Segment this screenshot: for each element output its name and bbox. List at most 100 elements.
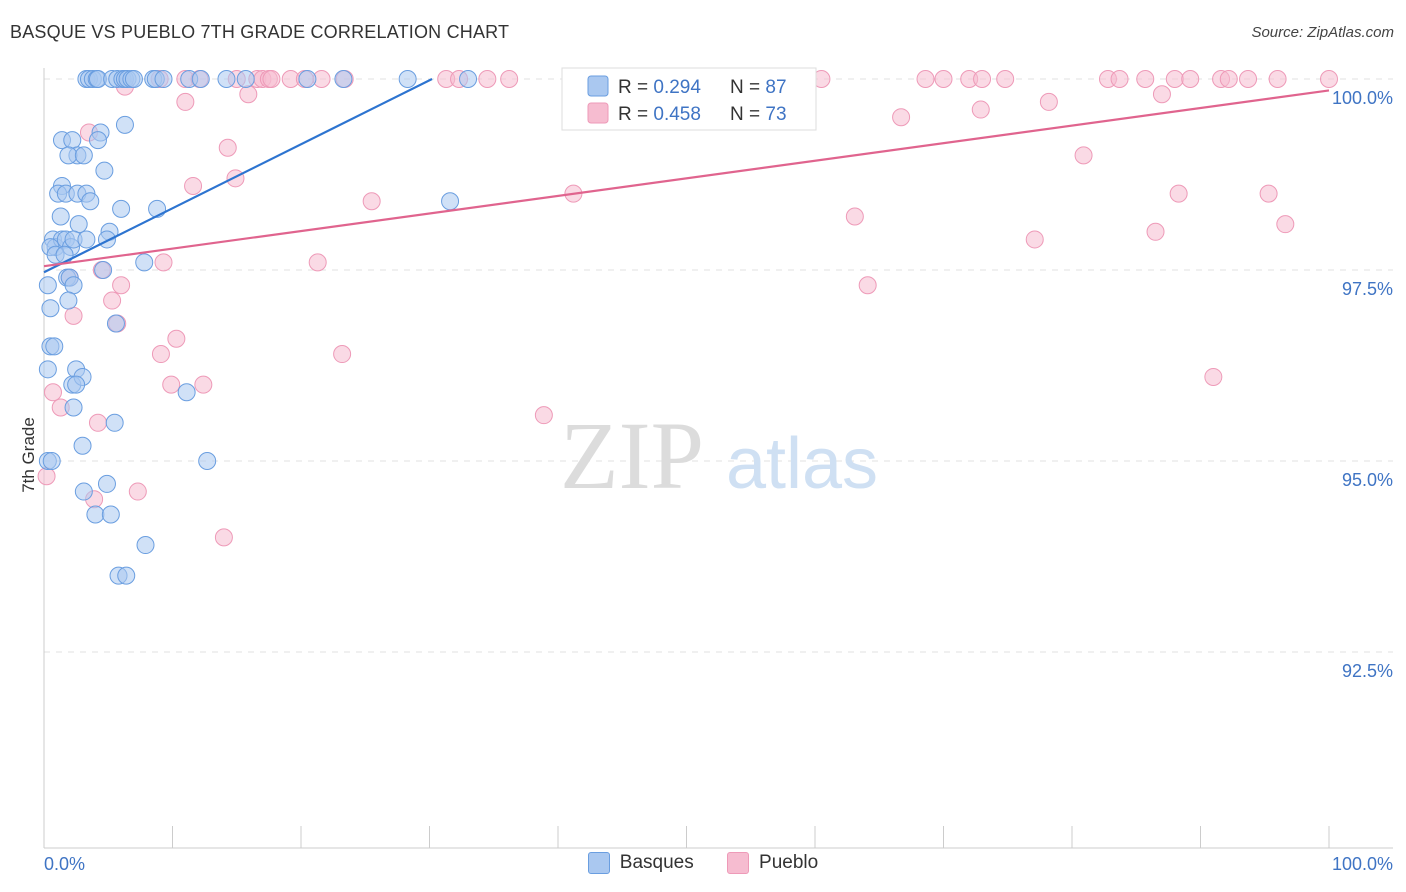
tick-labels: 100.0% 97.5% 95.0% 92.5% 0.0% 100.0% bbox=[44, 88, 1393, 874]
pueblo-point-75 bbox=[128, 482, 147, 501]
basques-point-22 bbox=[459, 70, 478, 88]
basques-point-41 bbox=[51, 207, 70, 226]
pueblo-point-49 bbox=[1169, 184, 1188, 203]
pueblo-point-38 bbox=[176, 92, 195, 111]
pueblo-point-26 bbox=[1110, 70, 1129, 88]
pueblo-point-40 bbox=[971, 100, 990, 119]
legend-swatch-basques bbox=[587, 75, 609, 97]
basques-point-60 bbox=[64, 276, 83, 295]
pueblo-point-27 bbox=[1136, 70, 1155, 88]
pueblo-point-50 bbox=[1259, 184, 1278, 203]
pueblo-point-43 bbox=[218, 138, 237, 157]
pueblo-point-53 bbox=[1146, 222, 1165, 241]
pueblo-point-33 bbox=[1268, 70, 1287, 88]
grid-lines bbox=[44, 78, 1393, 653]
basques-point-30 bbox=[74, 146, 93, 165]
basques-point-58 bbox=[94, 261, 113, 279]
basques-point-25 bbox=[63, 131, 82, 150]
basques-point-29 bbox=[59, 146, 78, 165]
source-label: Source: ZipAtlas.com bbox=[1251, 24, 1394, 41]
basques-points bbox=[38, 70, 478, 585]
pueblo-point-34 bbox=[1320, 70, 1338, 88]
basques-point-59 bbox=[38, 276, 57, 295]
pueblo-point-72 bbox=[534, 406, 553, 425]
pueblo-point-54 bbox=[1025, 230, 1044, 249]
pueblo-point-60 bbox=[858, 276, 877, 295]
pueblo-point-55 bbox=[154, 253, 173, 272]
pueblo-point-62 bbox=[64, 306, 83, 325]
pueblo-trend-line bbox=[43, 89, 1330, 268]
pueblo-point-14 bbox=[478, 70, 497, 88]
pueblo-point-31 bbox=[1219, 70, 1238, 88]
pueblo-point-73 bbox=[88, 413, 107, 432]
basques-point-61 bbox=[59, 291, 78, 310]
basques-point-76 bbox=[42, 452, 61, 470]
basques-point-71 bbox=[177, 383, 196, 402]
basques-point-81 bbox=[101, 505, 120, 524]
pueblo-point-46 bbox=[226, 169, 245, 188]
pueblo-point-69 bbox=[1204, 367, 1223, 386]
pueblo-point-64 bbox=[167, 329, 186, 348]
legend-item-basques[interactable]: Basques bbox=[587, 852, 694, 874]
basques-point-37 bbox=[81, 192, 100, 211]
basques-point-74 bbox=[73, 436, 92, 455]
pueblo-point-23 bbox=[973, 70, 992, 88]
pueblo-point-66 bbox=[333, 345, 352, 364]
basques-point-84 bbox=[117, 566, 136, 585]
chart-title: BASQUE VS PUEBLO 7TH GRADE CORRELATION C… bbox=[10, 22, 510, 42]
basques-point-17 bbox=[217, 70, 236, 88]
y-tick-label-2: 95.0% bbox=[1342, 470, 1393, 490]
basques-point-42 bbox=[69, 215, 88, 234]
axes bbox=[43, 68, 1393, 849]
pueblo-point-52 bbox=[1276, 215, 1295, 234]
svg-text:R = 0.294: R = 0.294 bbox=[618, 77, 701, 98]
legend-r-value-pueblo: 0.458 bbox=[653, 104, 701, 125]
basques-point-82 bbox=[136, 536, 155, 555]
svg-text:N = 87: N = 87 bbox=[730, 77, 787, 98]
y-axis-label: 7th Grade bbox=[19, 417, 38, 493]
basques-point-65 bbox=[45, 337, 64, 356]
legend-item-pueblo[interactable]: Pueblo bbox=[727, 852, 818, 874]
watermark-zip: ZIP bbox=[560, 402, 704, 509]
basques-point-16 bbox=[191, 70, 210, 88]
pueblo-point-51 bbox=[845, 207, 864, 226]
pueblo-point-74 bbox=[37, 467, 56, 486]
pueblo-point-24 bbox=[996, 70, 1015, 88]
legend-swatch-basques-bottom bbox=[587, 852, 610, 874]
watermark-atlas: atlas bbox=[726, 424, 878, 504]
pueblo-point-65 bbox=[151, 345, 170, 364]
basques-point-51 bbox=[97, 230, 116, 249]
legend-r-label-pueblo: R = bbox=[618, 104, 653, 125]
basques-point-11 bbox=[124, 70, 143, 88]
basques-point-77 bbox=[198, 452, 217, 470]
legend-swatch-pueblo-bottom bbox=[727, 852, 750, 874]
basques-trend-line bbox=[43, 78, 433, 274]
pueblo-point-39 bbox=[1039, 92, 1058, 111]
bottom-legend: Basques Pueblo bbox=[0, 852, 1406, 880]
basques-point-18 bbox=[236, 70, 255, 88]
pueblo-point-56 bbox=[308, 253, 327, 272]
legend-r-value-basques: 0.294 bbox=[653, 77, 701, 98]
svg-text:N = 73: N = 73 bbox=[730, 104, 787, 125]
pueblo-point-41 bbox=[892, 108, 911, 127]
pueblo-point-68 bbox=[194, 375, 213, 394]
basques-point-73 bbox=[105, 413, 124, 432]
basques-point-79 bbox=[74, 482, 93, 501]
x-tick-label-0: 0.0% bbox=[44, 854, 85, 874]
svg-text:R = 0.458: R = 0.458 bbox=[618, 104, 701, 125]
y-tick-label-1: 97.5% bbox=[1342, 279, 1393, 299]
trend-lines bbox=[43, 78, 1330, 274]
pueblo-point-37 bbox=[1152, 85, 1171, 104]
basques-point-80 bbox=[86, 505, 105, 524]
pueblo-point-36 bbox=[239, 85, 258, 104]
basques-point-63 bbox=[106, 314, 125, 333]
pueblo-point-45 bbox=[184, 176, 203, 195]
watermark: ZIP atlas bbox=[560, 402, 878, 509]
basques-point-23 bbox=[115, 115, 134, 134]
y-tick-label-0: 100.0% bbox=[1332, 88, 1393, 108]
legend-n-label-pueblo: N = bbox=[730, 104, 765, 125]
legend-n-value-pueblo: 73 bbox=[765, 104, 786, 125]
x-tick-label-1: 100.0% bbox=[1332, 854, 1393, 874]
legend-swatch-pueblo bbox=[587, 102, 609, 124]
